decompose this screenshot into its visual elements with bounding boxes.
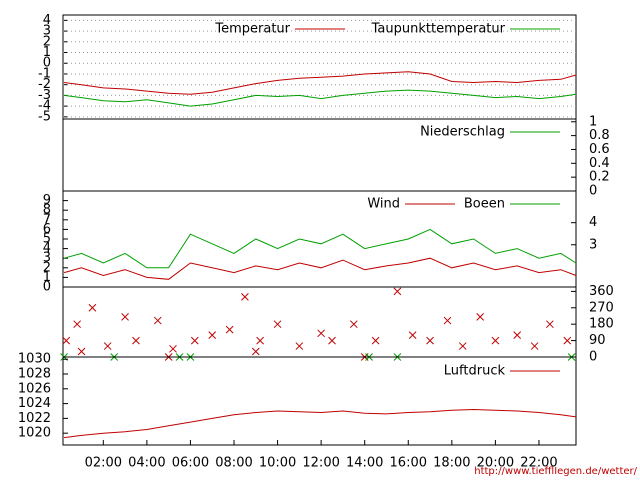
direction-point <box>88 303 97 312</box>
direction-point <box>476 313 485 321</box>
direction-point <box>169 344 177 353</box>
x-tick-label: 10:00 <box>259 456 296 471</box>
direction-point <box>530 342 539 350</box>
y-tick-label: -2 <box>38 77 51 92</box>
direction-point <box>328 336 336 345</box>
y-tick-label: 1024 <box>18 396 51 411</box>
y-tick-label: 1020 <box>18 426 51 441</box>
direction-point <box>491 336 500 345</box>
y2-tick-label: 3 <box>589 237 597 252</box>
panel-frame <box>62 286 577 358</box>
y2-tick-label: 0.8 <box>589 128 610 143</box>
legend-label: Niederschlag <box>420 125 505 140</box>
y-tick-label: 6 <box>43 222 51 237</box>
x-tick-label: 22:00 <box>520 456 557 471</box>
y2-tick-label: 0.4 <box>589 156 610 171</box>
y-tick-label: -4 <box>38 99 51 114</box>
direction-point <box>371 336 380 345</box>
direction-point <box>458 342 467 350</box>
y2-tick-label: 0 <box>589 184 597 199</box>
direction-point <box>349 320 358 329</box>
direction-point <box>546 320 554 329</box>
y2-tick-label: 0.6 <box>589 142 610 157</box>
y-tick-label: 3 <box>43 251 51 266</box>
y-tick-label: 1030 <box>18 352 51 367</box>
y-tick-label: 3 <box>43 24 51 39</box>
y2-tick-label: 90 <box>589 333 606 348</box>
legend-label: Luftdruck <box>444 364 506 379</box>
y2-tick-label: 4 <box>589 215 597 230</box>
legend-label: Temperatur <box>214 22 290 37</box>
y-tick-label: 5 <box>43 232 51 247</box>
x-tick-label: 14:00 <box>346 456 383 471</box>
y2-tick-label: 0.2 <box>589 170 610 185</box>
series-line <box>64 408 577 439</box>
y-tick-label: 4 <box>43 241 51 256</box>
direction-point <box>408 331 417 339</box>
y2-tick-label: 360 <box>589 284 614 299</box>
direction-point <box>62 336 71 345</box>
y-tick-label: 9 <box>43 193 51 208</box>
x-tick-label: 04:00 <box>128 456 165 471</box>
y-tick-label: 1028 <box>18 367 51 382</box>
y-tick-label: -3 <box>38 88 51 103</box>
y-tick-label: 1 <box>43 270 51 285</box>
direction-point <box>513 331 522 339</box>
y2-tick-label: 0 <box>589 350 597 365</box>
y-tick-label: 2 <box>43 260 51 275</box>
direction-point <box>73 320 82 329</box>
direction-point <box>103 342 112 350</box>
direction-point <box>153 316 162 325</box>
x-tick-label: 06:00 <box>172 456 209 471</box>
x-tick-label: 20:00 <box>477 456 514 471</box>
y-tick-label: 4 <box>43 13 51 28</box>
y2-tick-label: 180 <box>589 317 614 332</box>
legend-label: Wind <box>367 197 400 212</box>
direction-point <box>225 325 234 334</box>
series-line <box>64 89 577 107</box>
series-line <box>64 71 577 95</box>
direction-point <box>208 331 217 339</box>
direction-point <box>273 320 282 329</box>
direction-point <box>190 336 199 345</box>
y-tick-label: 1026 <box>18 381 51 396</box>
series-line <box>63 228 577 269</box>
x-tick-label: 12:00 <box>302 456 339 471</box>
direction-point <box>563 336 572 345</box>
y-tick-label: 1 <box>43 45 51 60</box>
series-line <box>63 257 577 280</box>
direction-point <box>295 342 304 350</box>
direction-point <box>393 287 402 296</box>
y2-tick-label: 1 <box>589 114 597 129</box>
direction-point <box>121 313 129 321</box>
footer-url: http://www.tiefflIegen.de/wetter/ <box>474 466 637 477</box>
y-tick-label: 1022 <box>18 411 51 426</box>
y-tick-label: 2 <box>43 34 51 49</box>
x-tick-label: 08:00 <box>215 456 252 471</box>
x-tick-label: 16:00 <box>390 456 427 471</box>
direction-point <box>256 336 264 345</box>
direction-point <box>251 347 260 356</box>
legend-label: Boeen <box>464 197 505 212</box>
y2-tick-label: 270 <box>589 300 614 315</box>
x-tick-label: 18:00 <box>433 456 470 471</box>
y-tick-label: 8 <box>43 203 51 218</box>
y-tick-label: 7 <box>43 212 51 227</box>
x-tick-label: 02:00 <box>85 456 122 471</box>
y-tick-label: -1 <box>38 66 51 81</box>
panel-frame <box>62 356 577 446</box>
direction-point <box>241 292 249 301</box>
direction-point <box>77 347 86 356</box>
y-tick-label: 0 <box>43 56 51 71</box>
direction-point <box>426 336 434 345</box>
legend-label: Taupunkttemperatur <box>371 22 506 37</box>
y-tick-label: -5 <box>38 109 51 124</box>
direction-point <box>443 316 452 325</box>
y-tick-label: 0 <box>43 280 51 295</box>
direction-point <box>132 336 140 345</box>
direction-point <box>317 329 325 338</box>
